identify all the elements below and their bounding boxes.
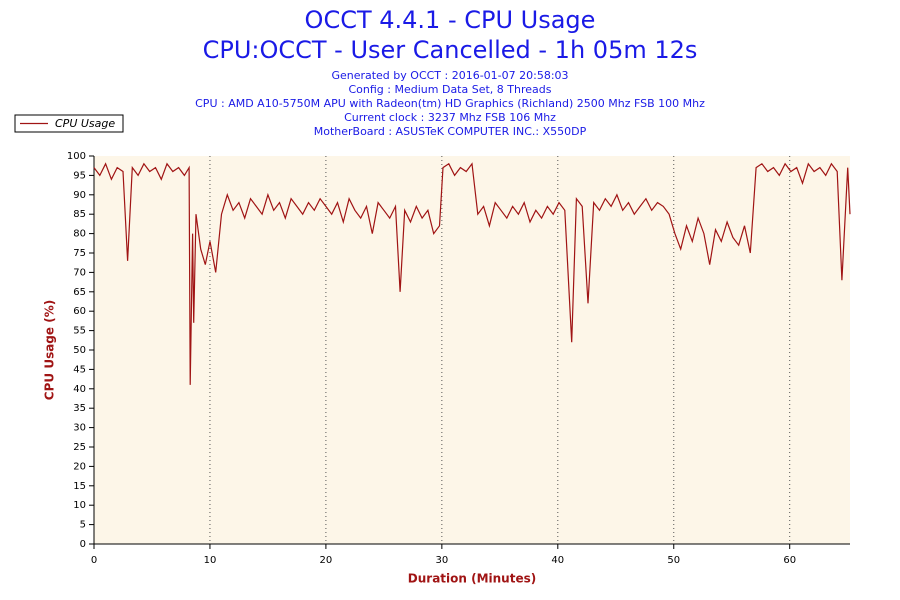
info-line: MotherBoard : ASUSTeK COMPUTER INC.: X55… <box>314 125 587 138</box>
y-tick-label: 75 <box>73 248 86 259</box>
x-tick-label: 10 <box>204 555 217 566</box>
info-line: Config : Medium Data Set, 8 Threads <box>349 83 552 96</box>
y-tick-label: 25 <box>73 442 86 453</box>
y-tick-label: 95 <box>73 170 86 181</box>
y-tick-label: 80 <box>73 229 86 240</box>
y-tick-label: 60 <box>73 306 86 317</box>
y-tick-label: 85 <box>73 209 86 220</box>
x-tick-label: 40 <box>551 555 564 566</box>
y-tick-label: 45 <box>73 364 86 375</box>
info-line: CPU : AMD A10-5750M APU with Radeon(tm) … <box>195 97 705 110</box>
info-line: Generated by OCCT : 2016-01-07 20:58:03 <box>331 69 568 82</box>
x-tick-label: 0 <box>91 555 97 566</box>
info-line: Current clock : 3237 Mhz FSB 106 Mhz <box>344 111 556 124</box>
x-tick-label: 50 <box>667 555 680 566</box>
y-tick-label: 65 <box>73 287 86 298</box>
chart-subtitle: CPU:OCCT - User Cancelled - 1h 05m 12s <box>203 36 698 64</box>
y-tick-label: 30 <box>73 423 86 434</box>
y-tick-label: 0 <box>80 539 86 550</box>
plot-area <box>94 156 850 544</box>
y-tick-label: 35 <box>73 403 86 414</box>
data-line <box>93 162 851 385</box>
y-tick-label: 40 <box>73 384 86 395</box>
y-tick-label: 15 <box>73 481 86 492</box>
y-tick-label: 70 <box>73 267 86 278</box>
legend-label: CPU Usage <box>55 117 115 130</box>
y-tick-label: 20 <box>73 461 86 472</box>
y-tick-label: 55 <box>73 326 86 337</box>
y-tick-label: 50 <box>73 345 86 356</box>
x-axis-label: Duration (Minutes) <box>408 572 536 586</box>
y-tick-label: 10 <box>73 500 86 511</box>
y-axis-label: CPU Usage (%) <box>43 300 57 400</box>
y-tick-label: 100 <box>67 151 86 162</box>
y-tick-label: 90 <box>73 190 86 201</box>
x-tick-label: 20 <box>320 555 333 566</box>
y-tick-label: 5 <box>80 520 86 531</box>
x-tick-label: 30 <box>435 555 448 566</box>
chart-title: OCCT 4.4.1 - CPU Usage <box>305 6 596 34</box>
x-tick-label: 60 <box>783 555 796 566</box>
legend-box <box>14 114 124 133</box>
